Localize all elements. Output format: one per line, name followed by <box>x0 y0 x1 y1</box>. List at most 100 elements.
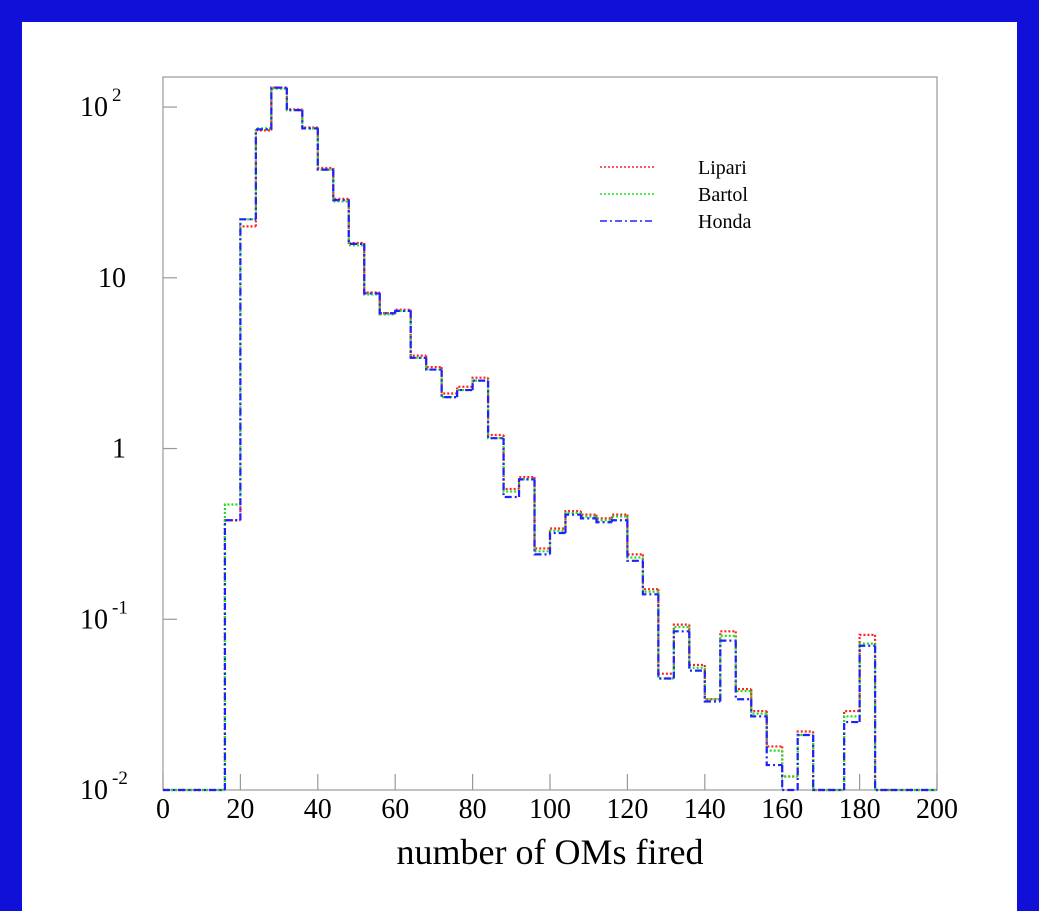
histogram-bin <box>873 645 891 792</box>
histogram-bin <box>873 643 891 792</box>
y-tick-sup: -1 <box>112 597 128 618</box>
y-tick-label: 10 <box>80 92 108 123</box>
histogram-bin <box>781 765 798 792</box>
histogram-bin <box>734 631 752 691</box>
x-tick-label: 0 <box>156 794 170 825</box>
x-tick-label: 60 <box>381 794 409 825</box>
histogram-bin <box>316 128 334 171</box>
histogram-bin <box>394 309 411 314</box>
histogram-bin <box>750 689 767 713</box>
histogram-bin <box>301 109 318 129</box>
histogram-bin <box>440 369 458 399</box>
histogram-bin <box>672 630 690 679</box>
histogram-bin <box>610 519 628 523</box>
x-tick-label: 40 <box>304 794 332 825</box>
x-axis-label: number of OMs fired <box>397 832 704 872</box>
histogram-bin <box>812 734 829 792</box>
histogram-bin <box>471 376 489 387</box>
histogram-bin <box>363 242 380 294</box>
histogram-bin <box>858 642 876 717</box>
histogram-bin <box>610 513 628 519</box>
histogram-bin <box>223 519 241 790</box>
histogram-bin <box>254 129 272 227</box>
histogram-bin <box>409 310 427 359</box>
histogram-bin <box>873 634 891 792</box>
histogram-bin <box>285 87 303 112</box>
histogram-bin <box>440 367 458 395</box>
histogram-bin <box>564 511 581 531</box>
histogram-bin <box>657 594 674 680</box>
histogram-bin <box>347 201 365 247</box>
histogram-bin <box>502 438 520 499</box>
histogram-bin <box>548 529 566 552</box>
x-tick-label: 200 <box>916 794 958 825</box>
histogram-bin <box>347 198 365 245</box>
histogram-bin <box>409 309 427 357</box>
histogram-bin <box>796 733 814 790</box>
histogram-bin <box>843 709 860 790</box>
histogram-bin <box>641 557 659 593</box>
histogram-bin <box>734 640 752 701</box>
histogram-bin <box>332 169 349 203</box>
histogram-bin <box>332 167 349 200</box>
histogram-bin <box>301 110 318 130</box>
plot-frame <box>162 76 938 791</box>
histogram-bin <box>765 713 783 752</box>
histogram-bin <box>781 750 798 778</box>
histogram-bin <box>270 86 287 130</box>
histogram-bin <box>486 377 504 437</box>
y-tick-label: 10 <box>80 604 108 635</box>
histogram-bin <box>533 479 550 556</box>
histogram-bin <box>223 503 241 790</box>
histogram-bin <box>595 518 612 524</box>
histogram-bin <box>316 127 334 170</box>
histogram-bin <box>223 519 241 790</box>
histogram-bin <box>657 591 674 680</box>
histogram-bin <box>672 625 690 679</box>
histogram-bin <box>626 516 643 559</box>
histogram-bin <box>610 515 628 521</box>
histogram-bin <box>363 245 380 296</box>
x-tick-label: 100 <box>529 794 571 825</box>
histogram-bin <box>579 514 597 520</box>
histogram-bin <box>812 731 829 792</box>
histogram-bin <box>456 388 473 398</box>
histogram-bin <box>796 730 814 777</box>
histogram-bin <box>471 379 489 391</box>
histogram-bin <box>858 644 876 723</box>
histogram-bin <box>347 200 365 245</box>
histogram-bin <box>703 667 721 701</box>
histogram-bin <box>270 86 287 131</box>
x-tick-label: 140 <box>684 794 726 825</box>
histogram-bin <box>719 634 736 700</box>
histogram-bin <box>254 128 272 220</box>
histogram-bin <box>517 478 535 498</box>
histogram-bin <box>657 589 674 675</box>
histogram-bin <box>425 355 442 369</box>
x-tick-label: 160 <box>761 794 803 825</box>
histogram-bin <box>363 243 380 295</box>
histogram-bin <box>719 639 736 702</box>
histogram-bin <box>378 292 396 315</box>
x-tick-label: 120 <box>606 794 648 825</box>
histogram-bin <box>378 294 396 316</box>
histogram-bin <box>301 110 318 130</box>
legend-label: Bartol <box>698 184 748 206</box>
histogram-bin <box>626 520 643 562</box>
legend-label: Lipari <box>698 157 747 179</box>
histogram-bin <box>843 720 860 790</box>
histogram-bin <box>270 87 287 129</box>
histogram-bin <box>239 225 256 521</box>
histogram-bin <box>765 711 783 748</box>
histogram-bin <box>533 477 550 550</box>
histogram-bin <box>502 438 520 493</box>
histogram-bin <box>595 514 612 520</box>
histogram-bin <box>486 380 504 440</box>
histogram-bin <box>456 385 473 394</box>
histogram-bin <box>641 554 659 591</box>
y-tick-sup: -2 <box>112 768 128 789</box>
histogram-bin <box>688 627 705 669</box>
histogram-bin <box>378 293 396 315</box>
histogram-bin <box>750 699 767 718</box>
